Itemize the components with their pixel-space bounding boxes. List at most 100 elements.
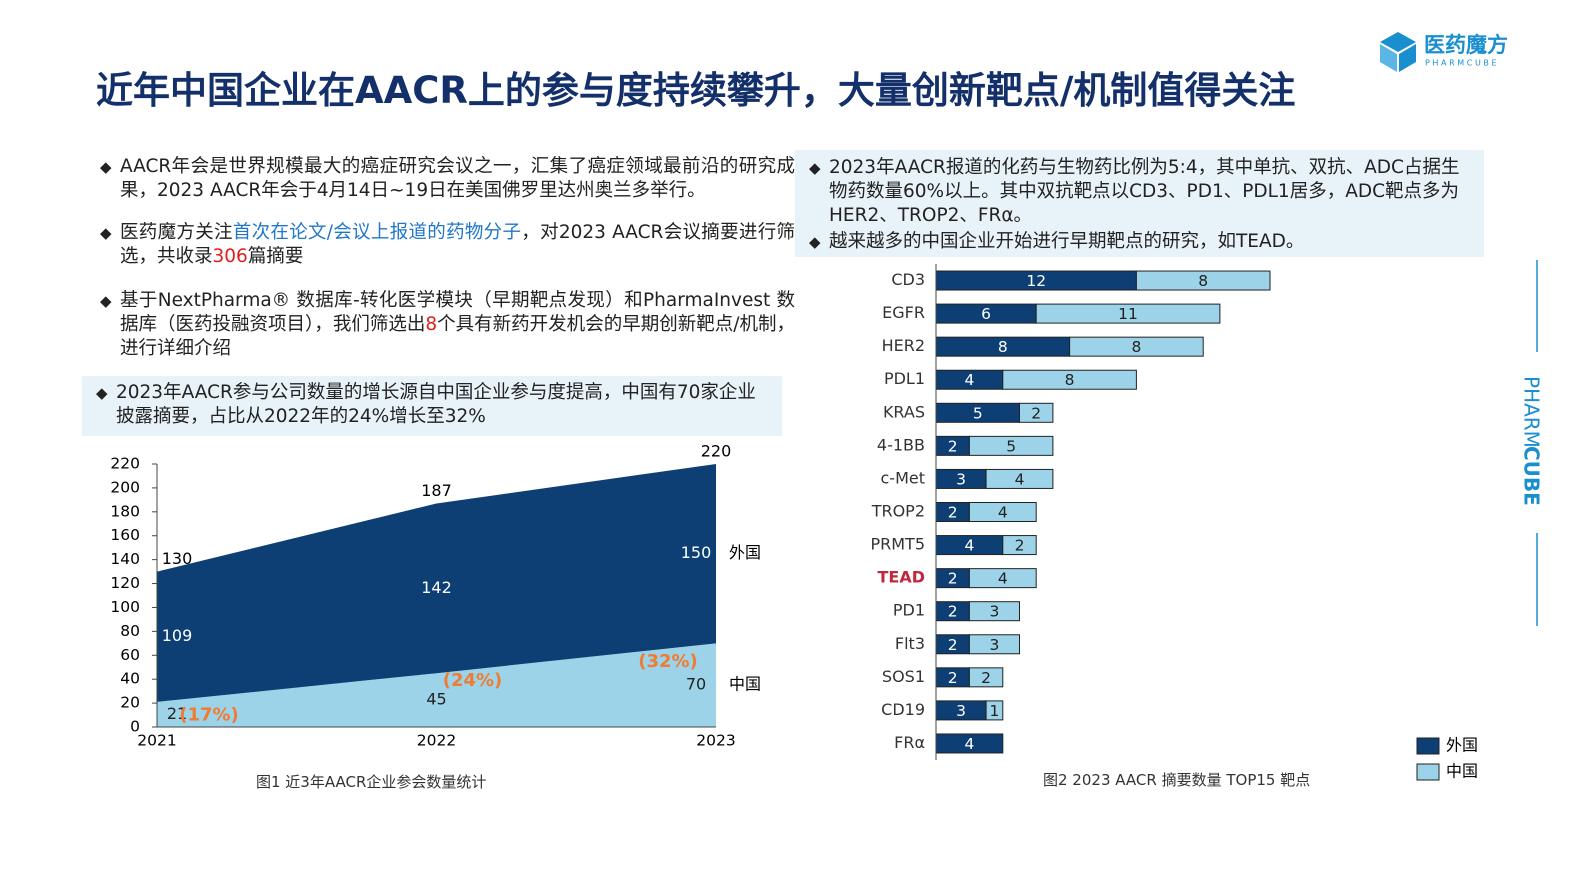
chart-caption: 图1 近3年AACR企业参会数量统计 [256, 773, 487, 791]
bar [968, 667, 1004, 688]
bar-label: 2 [948, 603, 958, 621]
category-label: KRAS [883, 402, 925, 421]
category-label: c-Met [881, 468, 926, 487]
y-tick-label: 20 [120, 694, 140, 712]
bar-label: 12 [1026, 272, 1046, 290]
category-label: PRMT5 [870, 535, 925, 554]
bar-label: 2 [948, 669, 958, 687]
bar [968, 601, 1021, 622]
bullet-text: ，对2023 AACR会议摘要进行筛选，共收录 [120, 222, 795, 267]
side-brand: PHARM CUBE [1520, 376, 1544, 506]
bar-label: 3 [956, 702, 966, 720]
category-label: TROP2 [871, 502, 925, 521]
y-tick-label: 180 [110, 502, 140, 520]
box-text-body: 2023年AACR参与公司数量的增长源自中国企业参与度提高，中国有70家企业披露… [116, 382, 756, 427]
bar [985, 700, 1004, 721]
category-label: CD19 [881, 700, 925, 719]
share-label: (32%) [638, 651, 698, 672]
bar-label: 4 [964, 537, 974, 555]
bar-label: 3 [990, 603, 1000, 621]
y-tick-label: 100 [110, 598, 140, 616]
category-label: SOS1 [882, 667, 925, 686]
box-bullet: 2023年AACR报道的化药与生物药比例为5:4，其中单抗、双抗、ADC占据生物… [809, 156, 1472, 228]
bullet-text: 首次在论文/会议上报道的药物分子 [232, 222, 522, 243]
bar-label: 11 [1118, 305, 1138, 323]
bullet-text: 个具有新药开发机会的早期创新靶点/机制，进行详细介绍 [120, 314, 795, 359]
data-label: 21 [167, 704, 187, 723]
bar-label: 4 [1015, 470, 1025, 488]
share-label: (17%) [179, 704, 239, 725]
box-bullet: 越来越多的中国企业开始进行早期靶点的研究，如TEAD。 [809, 230, 1472, 254]
series-label: 外国 [729, 543, 761, 562]
bar [1002, 369, 1137, 390]
y-tick-label: 160 [110, 526, 140, 544]
y-tick-label: 220 [110, 455, 140, 473]
bar [1035, 303, 1221, 324]
y-tick-label: 80 [120, 622, 140, 640]
x-tick-label: 2021 [137, 732, 176, 750]
bar-label: 2 [981, 669, 991, 687]
category-label: CD3 [891, 270, 925, 289]
category-label: TEAD [877, 568, 925, 587]
legend-swatch [1416, 737, 1440, 755]
x-tick-label: 2022 [417, 732, 456, 750]
right-box: 2023年AACR报道的化药与生物药比例为5:4，其中单抗、双抗、ADC占据生物… [795, 150, 1484, 257]
bullet: AACR年会是世界规模最大的癌症研究会议之一，汇集了癌症领域最前沿的研究成果，2… [100, 155, 795, 203]
category-label: EGFR [882, 303, 925, 322]
bar [968, 568, 1037, 589]
y-tick-label: 60 [120, 646, 140, 664]
bar-label: 5 [1006, 437, 1016, 455]
bar-label: 2 [948, 570, 958, 588]
bullet-text: 医药魔方关注 [120, 222, 233, 243]
data-label: 45 [426, 690, 446, 709]
bar-label: 3 [990, 636, 1000, 654]
bar [1019, 402, 1054, 423]
bar [1069, 336, 1204, 357]
bar-label: 8 [1065, 371, 1075, 389]
total-label: 220 [701, 442, 732, 461]
bullet: 医药魔方关注首次在论文/会议上报道的药物分子，对2023 AACR会议摘要进行筛… [100, 221, 795, 269]
category-label: PDL1 [884, 369, 925, 388]
bullet-text: AACR年会是世界规模最大的癌症研究会议之一，汇集了癌症领域最前沿的研究成果，2… [120, 156, 795, 201]
bar-label: 8 [998, 338, 1008, 356]
bar-label: 4 [964, 735, 974, 753]
y-tick-label: 200 [110, 478, 140, 496]
bar-label: 4 [998, 570, 1008, 588]
bar-label: 4 [964, 371, 974, 389]
y-tick-label: 40 [120, 670, 140, 688]
category-label: FRα [894, 733, 925, 752]
data-label: 150 [681, 543, 712, 562]
y-tick-label: 0 [130, 718, 140, 736]
category-label: HER2 [882, 336, 925, 355]
total-label: 187 [421, 481, 452, 500]
bar-label: 2 [948, 437, 958, 455]
bar-label: 2 [948, 504, 958, 522]
bar-label: 2 [1015, 537, 1025, 555]
category-label: Flt3 [895, 634, 925, 653]
data-label: 142 [421, 578, 452, 597]
y-tick-label: 140 [110, 550, 140, 568]
bar-label: 8 [1198, 272, 1208, 290]
x-tick-label: 2023 [696, 732, 735, 750]
category-label: 4-1BB [877, 435, 925, 454]
bullet-text: 8 [425, 314, 438, 335]
bar-label: 3 [956, 470, 966, 488]
bar [1135, 270, 1271, 291]
legend-swatch [1416, 763, 1440, 781]
bar-label: 2 [1031, 404, 1041, 422]
bar-label: 1 [990, 702, 1000, 720]
bar [968, 435, 1054, 456]
series-label: 中国 [729, 675, 761, 694]
bar-label: 2 [948, 636, 958, 654]
bar [968, 502, 1037, 522]
data-label: 70 [686, 675, 706, 694]
total-label: 130 [162, 549, 193, 568]
bar-label: 6 [981, 305, 991, 323]
share-label: (24%) [443, 670, 503, 691]
y-tick-label: 120 [110, 574, 140, 592]
side-brand-a: PHARM [1520, 376, 1544, 448]
bullet-text: 基于NextPharma® 数据库-转化医学模块（早期靶点发现）和PharmaI… [120, 290, 795, 335]
left-box: ◆ 2023年AACR参与公司数量的增长源自中国企业参与度提高，中国有70家企业披… [82, 376, 782, 436]
